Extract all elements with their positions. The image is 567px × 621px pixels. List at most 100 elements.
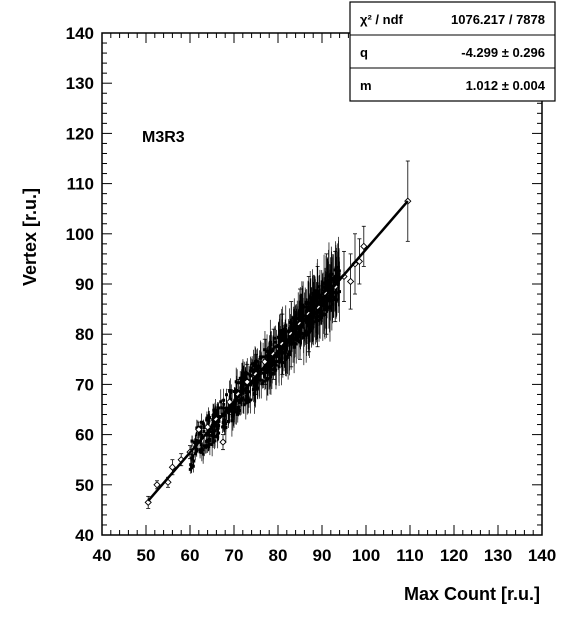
band-point xyxy=(253,361,257,365)
band-point xyxy=(213,408,217,412)
band-point xyxy=(199,425,203,429)
band-point xyxy=(284,356,288,360)
band-point xyxy=(320,295,324,299)
band-point xyxy=(280,356,284,360)
band-point xyxy=(211,418,215,422)
band-point xyxy=(300,312,304,316)
band-point xyxy=(282,335,286,339)
band-point xyxy=(255,367,259,371)
band-point xyxy=(263,370,267,374)
band-point xyxy=(249,366,253,370)
band-point xyxy=(256,386,260,390)
band-point xyxy=(232,412,236,416)
axis-ticks: 40 50 60 70 80 90 100 110 120 130 140 40 50 60 70 80 90 1… xyxy=(66,24,557,565)
band-point xyxy=(202,426,206,430)
band-point xyxy=(252,368,256,372)
band-point xyxy=(247,390,251,394)
data-point xyxy=(195,421,203,438)
band-point xyxy=(191,464,195,468)
band-point xyxy=(221,421,225,425)
band-point xyxy=(238,389,242,393)
band-point xyxy=(293,317,297,321)
band-point xyxy=(317,293,321,297)
band-point xyxy=(198,450,202,454)
y-tick-label: 50 xyxy=(75,476,94,495)
band-point xyxy=(215,433,219,437)
band-point xyxy=(211,420,215,424)
x-tick-label: 40 xyxy=(93,546,112,565)
band-point xyxy=(325,282,329,286)
band-point xyxy=(302,336,306,340)
band-point xyxy=(274,340,278,344)
band-point xyxy=(199,443,203,447)
band-point xyxy=(241,396,245,400)
band-point xyxy=(278,340,282,344)
x-tick-label: 130 xyxy=(484,546,512,565)
x-tick-label: 50 xyxy=(137,546,156,565)
band-point xyxy=(308,316,312,320)
annotation-label: M3R3 xyxy=(142,129,185,146)
x-tick-label: 120 xyxy=(440,546,468,565)
band-point xyxy=(250,381,254,385)
band-point xyxy=(256,365,260,369)
band-point xyxy=(304,300,308,304)
band-point xyxy=(227,410,231,414)
band-point xyxy=(336,282,340,286)
data-point xyxy=(360,225,368,267)
band-point xyxy=(229,389,233,393)
stats-q-value: -4.299 ± 0.296 xyxy=(461,45,545,60)
band-point xyxy=(219,400,223,404)
band-point xyxy=(230,407,234,411)
y-tick-label: 100 xyxy=(66,225,94,244)
band-point xyxy=(189,463,193,467)
band-point xyxy=(265,349,269,353)
band-point xyxy=(314,315,318,319)
band-point xyxy=(208,442,212,446)
band-point xyxy=(318,296,322,300)
band-point xyxy=(322,281,326,285)
band-point xyxy=(338,290,342,294)
band-point xyxy=(284,324,288,328)
band-point xyxy=(257,378,261,382)
band-point xyxy=(210,433,214,437)
band-point xyxy=(315,291,319,295)
band-point xyxy=(308,296,312,300)
band-point xyxy=(334,278,338,282)
band-point xyxy=(268,368,272,372)
band-point xyxy=(252,364,256,368)
x-tick-label: 100 xyxy=(352,546,380,565)
band-point xyxy=(223,419,227,423)
band-point xyxy=(189,466,193,470)
band-point xyxy=(213,439,217,443)
y-tick-label: 90 xyxy=(75,275,94,294)
band-point xyxy=(212,432,216,436)
band-point xyxy=(317,285,321,289)
band-point xyxy=(270,360,274,364)
band-point xyxy=(277,359,281,363)
band-point xyxy=(193,452,197,456)
band-point xyxy=(311,293,315,297)
band-point xyxy=(192,459,196,463)
band-point xyxy=(244,383,248,387)
data-point xyxy=(219,434,227,451)
band-point xyxy=(262,379,266,383)
band-point xyxy=(281,328,285,332)
band-point xyxy=(233,407,237,411)
band-point xyxy=(269,375,273,379)
band-point xyxy=(270,372,274,376)
band-point xyxy=(240,383,244,387)
x-tick-label: 90 xyxy=(313,546,332,565)
band-point xyxy=(244,370,248,374)
band-point xyxy=(201,448,205,452)
band-point xyxy=(284,343,288,347)
band-point xyxy=(194,438,198,442)
band-point xyxy=(296,335,300,339)
band-point xyxy=(285,346,289,350)
band-point xyxy=(310,298,314,302)
band-point xyxy=(239,400,243,404)
band-point xyxy=(230,410,234,414)
band-point xyxy=(224,422,228,426)
band-point xyxy=(325,306,329,310)
band-point xyxy=(272,345,276,349)
band-point xyxy=(232,389,236,393)
